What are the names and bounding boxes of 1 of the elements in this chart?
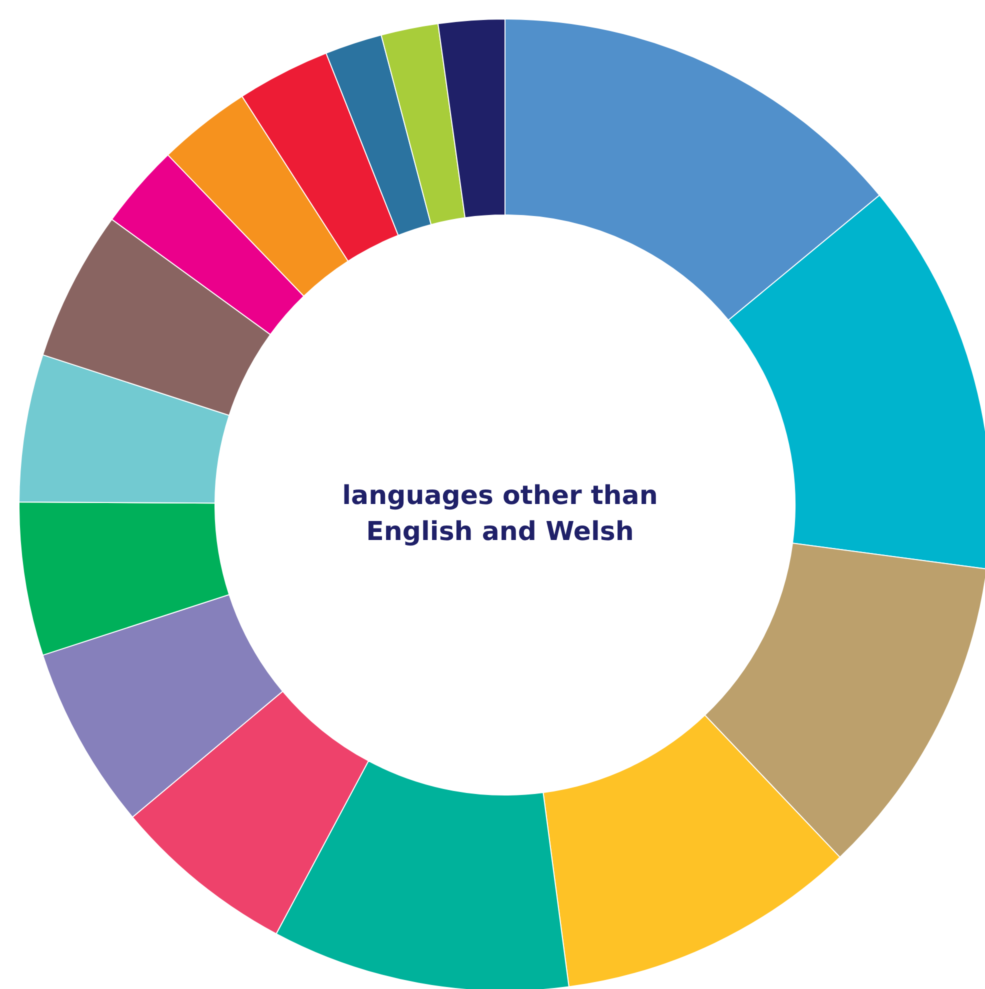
text: languages other than English and Welsh [341,480,659,549]
